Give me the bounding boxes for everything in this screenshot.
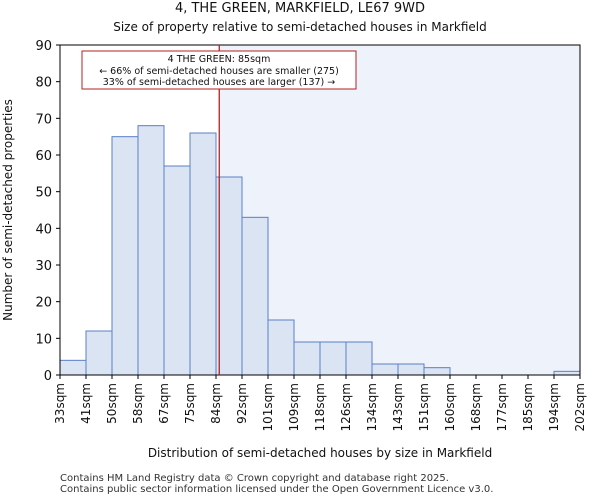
histogram-bar — [397, 363, 425, 376]
histogram-chart: 4, THE GREEN, MARKFIELD, LE67 9WD Size o… — [1, 1, 587, 460]
annotation-line-3: 33% of semi-detached houses are larger (… — [103, 77, 336, 88]
x-tick-label: 50sqm — [105, 383, 119, 424]
histogram-bar — [85, 330, 113, 376]
x-axis-label: Distribution of semi-detached houses by … — [148, 446, 492, 460]
footer: Contains HM Land Registry data © Crown c… — [60, 473, 493, 495]
annotation-line-1: 4 THE GREEN: 85sqm — [168, 54, 271, 65]
y-tick-label: 90 — [35, 39, 52, 54]
y-tick-label: 80 — [35, 76, 52, 91]
y-tick-label: 60 — [35, 149, 52, 164]
x-tick-label: 67sqm — [157, 383, 171, 424]
histogram-bar — [241, 216, 269, 376]
y-tick-label: 30 — [35, 259, 52, 274]
x-tick-label: 41sqm — [79, 383, 93, 424]
x-tick-label: 58sqm — [131, 383, 145, 424]
x-tick-label: 75sqm — [183, 383, 197, 424]
x-tick-label: 134sqm — [365, 383, 379, 431]
chart-title: 4, THE GREEN, MARKFIELD, LE67 9WD — [175, 1, 425, 16]
x-tick-label: 151sqm — [417, 383, 431, 431]
x-tick-label: 33sqm — [53, 383, 67, 424]
y-tick-label: 0 — [44, 369, 52, 384]
x-tick-label: 126sqm — [339, 383, 353, 431]
histogram-bar — [371, 363, 399, 376]
histogram-bar — [293, 341, 321, 376]
y-tick-label: 50 — [35, 186, 52, 201]
histogram-bar — [215, 176, 243, 376]
x-tick-label: 168sqm — [469, 383, 483, 431]
x-tick-label: 109sqm — [287, 383, 301, 431]
x-tick-label: 118sqm — [313, 383, 327, 431]
y-tick-label: 70 — [35, 112, 52, 127]
histogram-bar — [553, 370, 581, 376]
histogram-bar — [345, 341, 373, 376]
x-tick-label: 101sqm — [261, 383, 275, 431]
x-tick-label: 194sqm — [547, 383, 561, 431]
annotation-box — [81, 50, 357, 90]
histogram-bar — [189, 132, 217, 376]
y-tick-label: 20 — [35, 296, 52, 311]
histogram-bar — [59, 359, 87, 376]
annotation-line-2: ← 66% of semi-detached houses are smalle… — [99, 66, 339, 77]
histogram-bar — [423, 367, 451, 376]
footer-line-2: Contains public sector information licen… — [60, 484, 494, 495]
y-axis-label: Number of semi-detached properties — [1, 99, 15, 321]
histogram-bar — [319, 341, 347, 376]
y-tick-label: 40 — [35, 222, 52, 237]
x-tick-label: 177sqm — [495, 383, 509, 431]
x-tick-label: 92sqm — [235, 383, 249, 424]
histogram-bar — [137, 125, 165, 376]
x-tick-label: 160sqm — [443, 383, 457, 431]
histogram-bar — [267, 319, 295, 376]
chart-subtitle: Size of property relative to semi-detach… — [113, 20, 487, 34]
plot-area: 0 10 20 30 40 50 60 70 80 90 33sqm 41sqm 50sqm 58sqm 6… — [35, 39, 587, 431]
x-tick-label: 202sqm — [573, 383, 587, 431]
x-tick-label: 185sqm — [521, 383, 535, 431]
histogram-bar — [163, 165, 191, 376]
histogram-bar — [111, 136, 139, 376]
x-tick-label: 143sqm — [391, 383, 405, 431]
y-tick-label: 10 — [35, 332, 52, 347]
footer-line-1: Contains HM Land Registry data © Crown c… — [60, 473, 449, 484]
x-tick-label: 84sqm — [209, 383, 223, 424]
